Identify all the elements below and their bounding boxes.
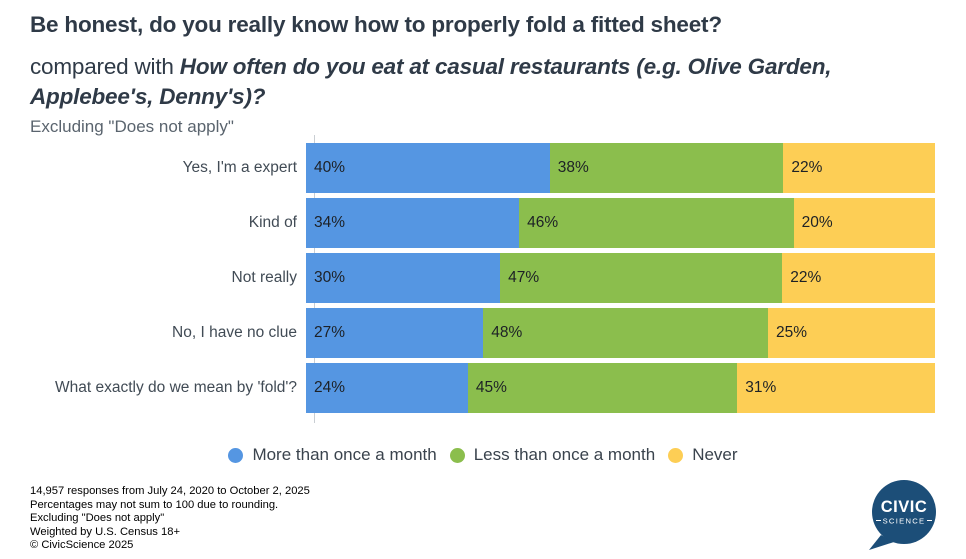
bar-segment-less-than-once-a-month: 38%: [549, 143, 784, 193]
bar-segment-less-than-once-a-month: 46%: [519, 198, 794, 248]
bar-value-label: 24%: [314, 379, 346, 396]
legend-item-more-than-once-a-month: More than once a month: [228, 445, 437, 465]
bar-value-label: 27%: [314, 324, 346, 341]
bar-segment-never: 22%: [783, 143, 936, 193]
bar-value-label: 22%: [791, 159, 823, 176]
legend-label: Never: [692, 445, 738, 464]
bar-value-label: 38%: [557, 159, 589, 176]
legend-item-never: Never: [668, 445, 738, 465]
bar-segment-never: 31%: [737, 363, 935, 413]
bar-segment-never: 25%: [768, 308, 936, 358]
bar-segment-more-than-once-a-month: 30%: [306, 253, 501, 303]
bar-value-label: 45%: [475, 379, 507, 396]
bar-segment-more-than-once-a-month: 40%: [306, 143, 550, 193]
category-label: No, I have no clue: [172, 324, 297, 341]
legend-dot-icon: [449, 447, 465, 463]
legend: More than once a month Less than once a m…: [0, 445, 966, 465]
chart-row: Kind of 34% 46% 20%: [0, 198, 966, 248]
legend-label: More than once a month: [252, 445, 437, 464]
bar-segment-less-than-once-a-month: 45%: [467, 363, 738, 413]
footer-line: © CivicScience 2025: [30, 539, 134, 551]
chart-title: Be honest, do you really know how to pro…: [30, 12, 722, 37]
footer-line: 14,957 responses from July 24, 2020 to O…: [30, 485, 310, 497]
category-label: Not really: [231, 269, 297, 286]
footer-line: Weighted by U.S. Census 18+: [30, 525, 180, 538]
bar-segment-never: 22%: [782, 253, 935, 303]
stacked-bar-chart: Yes, I'm a expert 40% 38% 22% Kind of 34% 46% 2…: [0, 143, 966, 413]
bar-track: 34% 46% 20%: [306, 198, 935, 248]
bar-segment-less-than-once-a-month: 47%: [500, 253, 783, 303]
bar-value-label: 47%: [508, 269, 540, 286]
bar-track: 30% 47% 22%: [306, 253, 935, 303]
bar-segment-more-than-once-a-month: 27%: [306, 308, 484, 358]
legend-item-less-than-once-a-month: Less than once a month: [449, 445, 656, 465]
compare-prefix: compared with: [30, 54, 180, 79]
chart-row: Yes, I'm a expert 40% 38% 22%: [0, 143, 966, 193]
bar-value-label: 25%: [776, 324, 808, 341]
exclusion-note: Excluding "Does not apply": [30, 117, 234, 136]
logo-bubble: [872, 480, 936, 544]
bar-value-label: 30%: [314, 269, 346, 286]
bar-value-label: 22%: [790, 269, 822, 286]
chart-row: Not really 30% 47% 22%: [0, 253, 966, 303]
chart-row: No, I have no clue 27% 48% 25%: [0, 308, 966, 358]
bar-segment-never: 20%: [793, 198, 935, 248]
footer-line: Excluding "Does not apply": [30, 512, 165, 524]
bar-track: 27% 48% 25%: [306, 308, 936, 358]
footer-notes: 14,957 responses from July 24, 2020 to O…: [30, 485, 310, 553]
bar-value-label: 48%: [491, 324, 523, 341]
category-label: Kind of: [248, 214, 297, 231]
bar-segment-more-than-once-a-month: 34%: [306, 198, 520, 248]
bar-value-label: 20%: [801, 214, 833, 231]
bar-track: 24% 45% 31%: [306, 363, 935, 413]
category-label: What exactly do we mean by 'fold'?: [55, 379, 297, 396]
legend-label: Less than once a month: [473, 445, 656, 464]
bar-value-label: 40%: [314, 159, 346, 176]
bar-track: 40% 38% 22%: [306, 143, 936, 193]
logo-word-science: SCIENCE: [883, 517, 926, 526]
category-label: Yes, I'm a expert: [182, 159, 297, 176]
compare-question: How often do you eat at casual restauran…: [30, 54, 832, 109]
bar-value-label: 31%: [745, 379, 777, 396]
title-block: Be honest, do you really know how to pro…: [30, 10, 938, 139]
legend-dot-icon: [668, 447, 684, 463]
footer-line: Percentages may not sum to 100 due to ro…: [30, 498, 279, 511]
bar-value-label: 46%: [527, 214, 559, 231]
bar-value-label: 34%: [314, 214, 346, 231]
logo-word-civic: CIVIC: [881, 498, 928, 516]
bar-segment-more-than-once-a-month: 24%: [306, 363, 468, 413]
civicscience-logo: CIVIC SCIENCE: [869, 480, 936, 550]
chart-row: What exactly do we mean by 'fold'? 24% 45%…: [0, 363, 966, 413]
bar-segment-less-than-once-a-month: 48%: [483, 308, 768, 358]
legend-dot-icon: [228, 447, 244, 463]
chart-subtitle: compared with How often do you eat at ca…: [30, 52, 938, 112]
